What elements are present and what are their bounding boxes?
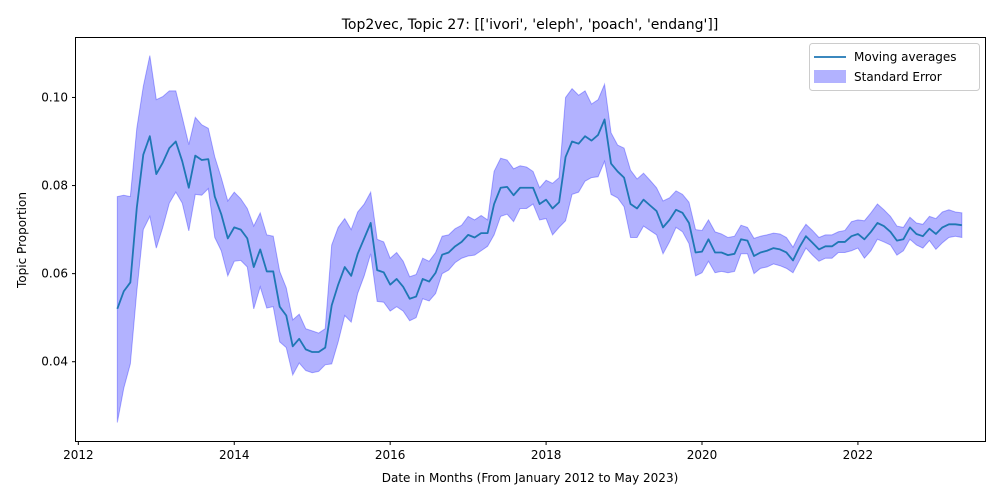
- y-tick-label: 0.06: [41, 267, 68, 281]
- legend-entry-standard-error: Standard Error: [854, 70, 942, 84]
- x-axis: 2012 2014 2016 2018 2020 2022: [63, 441, 873, 462]
- moving-averages-line: [116, 118, 962, 353]
- legend-entry-moving-averages: Moving averages: [854, 50, 957, 64]
- chart-title: Top2vec, Topic 27: [['ivori', 'eleph', '…: [341, 17, 719, 33]
- x-axis-label: Date in Months (From January 2012 to May…: [382, 471, 679, 485]
- legend: Moving averages Standard Error: [809, 43, 980, 91]
- axes-frame: [75, 37, 986, 442]
- x-tick-label: 2012: [63, 448, 94, 462]
- x-tick-label: 2014: [219, 448, 250, 462]
- y-tick-label: 0.04: [41, 355, 68, 369]
- y-tick-label: 0.10: [41, 90, 68, 104]
- y-axis-label: Topic Proportion: [15, 192, 29, 289]
- legend-box: [809, 43, 980, 91]
- y-tick-label: 0.08: [41, 179, 68, 193]
- x-tick-label: 2022: [843, 448, 874, 462]
- plot-area: [116, 55, 963, 423]
- x-tick-label: 2020: [687, 448, 718, 462]
- x-tick-label: 2018: [531, 448, 562, 462]
- x-tick-label: 2016: [375, 448, 406, 462]
- y-axis: 0.04 0.06 0.08 0.10: [41, 90, 76, 369]
- legend-band-swatch: [814, 70, 846, 83]
